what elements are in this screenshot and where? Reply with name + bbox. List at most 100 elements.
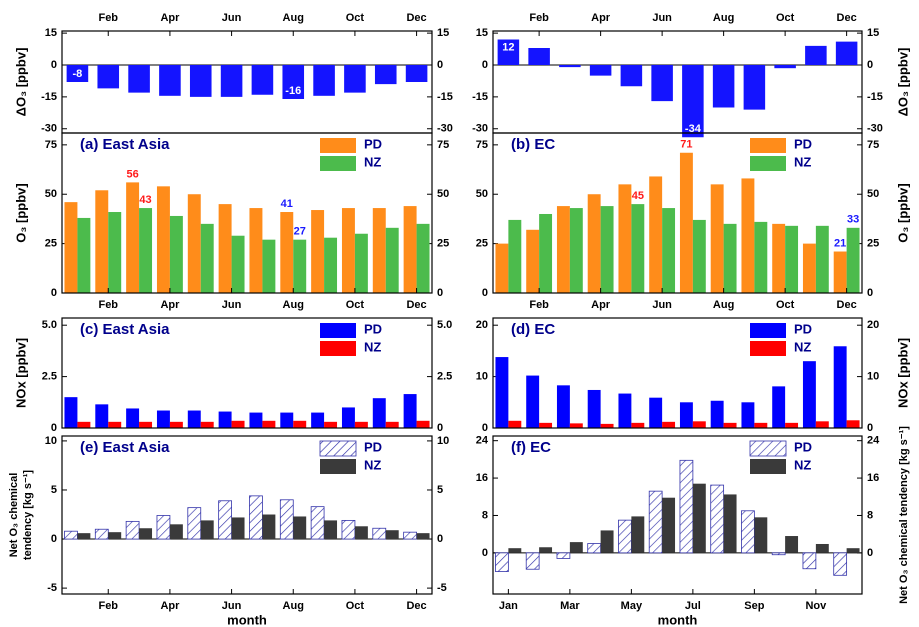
- bar: [495, 357, 509, 428]
- bar: [508, 420, 522, 428]
- bar: [785, 225, 799, 293]
- y2-tick-label: 10: [867, 371, 879, 383]
- y2-tick-label: 0: [437, 287, 443, 299]
- x-tick-label: Dec: [837, 12, 857, 24]
- bar: [374, 65, 397, 85]
- bar: [156, 186, 170, 293]
- data-label: 71: [680, 139, 692, 151]
- y-tick-label: 20: [476, 319, 488, 331]
- y-tick-label: 0: [51, 533, 57, 545]
- bar: [710, 484, 725, 554]
- bar: [587, 194, 601, 293]
- x-tick-label: Jan: [499, 600, 518, 612]
- legend-swatch: [320, 341, 356, 356]
- y-tick-label: -15: [472, 91, 488, 103]
- bar: [169, 421, 183, 428]
- bar: [280, 412, 294, 428]
- bar: [710, 400, 724, 428]
- legend-label: NZ: [794, 339, 811, 354]
- bar: [372, 398, 386, 428]
- y-tick-label: 25: [45, 238, 57, 250]
- legend-swatch: [320, 156, 356, 171]
- y-tick-label: 0: [482, 59, 488, 71]
- x-tick-label: Dec: [406, 600, 426, 612]
- y-axis-label: ΔO₃ [ppbv]: [895, 48, 910, 117]
- y2-tick-label: -30: [437, 123, 453, 135]
- y2-tick-label: 25: [437, 238, 449, 250]
- bar: [344, 65, 366, 93]
- y2-tick-label: 0: [437, 422, 443, 434]
- bar: [372, 208, 386, 293]
- legend-swatch: [749, 440, 787, 457]
- y-tick-label: -5: [47, 582, 57, 594]
- y2-tick-label: 50: [437, 188, 449, 200]
- y-tick-label: 5.0: [42, 319, 57, 331]
- y-tick-label: 16: [476, 472, 488, 484]
- bar: [108, 212, 122, 293]
- x-tick-label: Oct: [776, 12, 795, 24]
- x-tick-label: Feb: [98, 12, 118, 24]
- bar: [187, 194, 201, 293]
- x-tick-label: Feb: [98, 299, 118, 311]
- y2-tick-label: 16: [867, 472, 879, 484]
- bar: [403, 206, 417, 293]
- bar: [324, 520, 338, 540]
- bar: [802, 552, 817, 570]
- bar: [569, 423, 583, 428]
- bar: [385, 530, 399, 540]
- bar: [618, 519, 632, 554]
- panel-frame: [61, 132, 433, 294]
- bar: [569, 208, 583, 293]
- y-tick-label: -30: [41, 123, 57, 135]
- bar: [556, 206, 570, 293]
- y-axis-label: O₃ [ppbv]: [13, 183, 28, 242]
- bar: [741, 402, 755, 428]
- x-tick-label: Jun: [222, 600, 242, 612]
- x-tick-label: Apr: [591, 12, 611, 24]
- y-axis-label: Net O₃ chemical tendency [kg s⁻¹]: [898, 426, 910, 604]
- y-tick-label: 24: [476, 435, 489, 447]
- bar: [774, 65, 796, 69]
- y2-tick-label: 25: [867, 238, 879, 250]
- y-tick-label: 2.5: [42, 371, 57, 383]
- bar: [77, 217, 91, 293]
- y-tick-label: 50: [476, 188, 488, 200]
- bar: [311, 210, 325, 293]
- bar: [405, 65, 428, 82]
- bar: [741, 510, 755, 554]
- bar: [754, 221, 768, 293]
- bar: [754, 422, 768, 428]
- bar: [802, 243, 816, 293]
- bar: [139, 528, 153, 540]
- panel-title: (f) EC: [511, 439, 551, 456]
- bar: [385, 421, 399, 428]
- bar: [600, 423, 614, 428]
- y2-tick-label: 0: [867, 287, 873, 299]
- bar: [280, 212, 294, 293]
- y2-tick-label: -30: [867, 123, 883, 135]
- data-label: 21: [834, 237, 846, 249]
- bar: [311, 412, 325, 428]
- data-label: 41: [281, 198, 293, 210]
- y-tick-label: 10: [476, 371, 488, 383]
- panel-frame: [492, 317, 863, 429]
- bar: [723, 223, 737, 293]
- y-tick-label: 15: [45, 27, 57, 39]
- bar: [251, 65, 274, 95]
- bar: [169, 524, 183, 540]
- x-tick-label: Dec: [406, 12, 426, 24]
- bar: [354, 421, 368, 428]
- bar: [741, 178, 755, 293]
- y2-tick-label: 0: [867, 547, 873, 559]
- bar: [403, 531, 417, 540]
- y2-tick-label: -15: [867, 91, 883, 103]
- bar: [324, 237, 338, 293]
- bar: [139, 208, 153, 293]
- x-tick-label: Aug: [283, 299, 304, 311]
- legend-label: PD: [794, 321, 812, 336]
- bar: [293, 420, 307, 428]
- bar: [846, 420, 860, 428]
- bar: [651, 65, 673, 102]
- y2-tick-label: 20: [867, 319, 879, 331]
- bar: [95, 404, 109, 428]
